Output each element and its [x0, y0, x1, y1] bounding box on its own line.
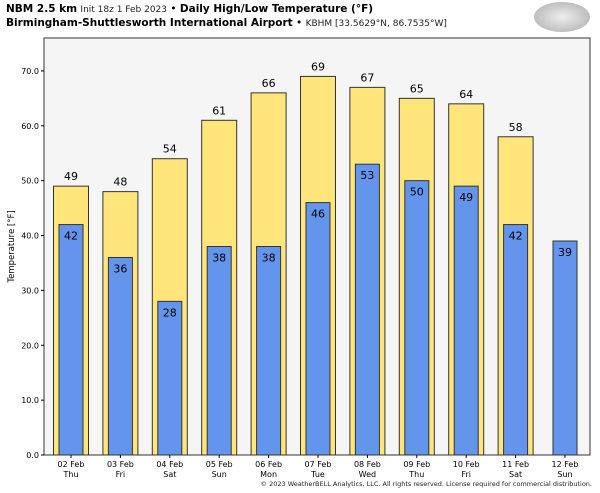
x-tick-weekday: Sun: [557, 470, 572, 479]
y-axis-label: Temperature [°F]: [7, 210, 17, 283]
low-temp-label: 49: [459, 191, 473, 204]
low-temp-label: 36: [113, 262, 127, 275]
copyright-text: © 2023 WeatherBELL Analytics, LLC. All r…: [260, 480, 592, 488]
x-tick-label: 04 Feb: [156, 460, 183, 469]
low-temp-bar: [58, 224, 84, 456]
low-temp-bar: [157, 300, 183, 456]
low-temp-bar: [206, 246, 232, 456]
model-name: NBM 2.5 km: [6, 3, 78, 15]
station-info: KBHM [33.5629°N, 86.7535°W]: [305, 19, 447, 29]
x-tick-label: 09 Feb: [403, 460, 430, 469]
station-name: Birmingham-Shuttlesworth International A…: [6, 17, 293, 29]
x-tick-label: 02 Feb: [58, 460, 85, 469]
high-temp-label: 48: [113, 176, 127, 189]
high-temp-label: 49: [64, 170, 78, 183]
low-temp-bar: [256, 246, 282, 456]
low-temp-bar: [503, 224, 529, 456]
low-temp-bar: [354, 163, 380, 456]
high-temp-label: 54: [163, 143, 177, 156]
init-time: Init 18z 1 Feb 2023: [80, 5, 167, 15]
high-temp-label: 66: [262, 77, 276, 90]
y-tick-label: 20.0: [21, 341, 39, 350]
low-temp-label: 39: [558, 246, 572, 259]
x-tick-weekday: Fri: [461, 470, 471, 479]
high-temp-label: 58: [509, 121, 523, 134]
low-temp-label: 42: [64, 230, 78, 243]
x-tick-weekday: Sun: [212, 470, 227, 479]
low-temp-label: 38: [212, 252, 226, 265]
low-temp-label: 42: [509, 230, 523, 243]
x-tick-label: 08 Feb: [354, 460, 381, 469]
y-tick-label: 30.0: [21, 286, 39, 295]
separator: •: [170, 3, 177, 15]
x-tick-weekday: Fri: [116, 470, 126, 479]
x-tick-weekday: Sat: [163, 470, 176, 479]
x-tick-weekday: Sat: [509, 470, 522, 479]
low-temp-bar: [552, 240, 578, 456]
x-tick-weekday: Thu: [62, 470, 78, 479]
low-temp-bar: [107, 256, 133, 456]
low-temp-label: 28: [163, 306, 177, 319]
x-tick-weekday: Mon: [260, 470, 277, 479]
y-tick-label: 50.0: [21, 177, 39, 186]
separator: •: [296, 17, 303, 29]
high-temp-label: 64: [459, 88, 473, 101]
x-tick-label: 05 Feb: [206, 460, 233, 469]
low-temp-label: 50: [410, 186, 424, 199]
y-tick-label: 40.0: [21, 232, 39, 241]
low-temp-label: 46: [311, 208, 325, 221]
x-tick-label: 10 Feb: [453, 460, 480, 469]
title-line-2: Birmingham-Shuttlesworth International A…: [6, 17, 447, 29]
y-tick-label: 10.0: [21, 396, 39, 405]
low-temp-bar: [453, 185, 479, 456]
y-tick-label: 70.0: [21, 67, 39, 76]
x-tick-label: 07 Feb: [305, 460, 332, 469]
y-tick-label: 60.0: [21, 122, 39, 131]
title-line-1: NBM 2.5 km Init 18z 1 Feb 2023 • Daily H…: [6, 3, 373, 15]
low-temp-bar: [404, 180, 430, 456]
x-tick-weekday: Thu: [408, 470, 424, 479]
high-temp-label: 67: [360, 71, 374, 84]
x-tick-label: 11 Feb: [502, 460, 529, 469]
low-temp-label: 53: [360, 169, 374, 182]
x-tick-weekday: Wed: [359, 470, 376, 479]
chart-title: Daily High/Low Temperature (°F): [179, 3, 374, 15]
high-temp-label: 65: [410, 82, 424, 95]
x-tick-label: 03 Feb: [107, 460, 134, 469]
y-tick-label: 0.0: [26, 451, 39, 460]
x-tick-weekday: Tue: [310, 470, 325, 479]
high-temp-label: 69: [311, 60, 325, 73]
high-temp-label: 61: [212, 104, 226, 117]
low-temp-bar: [305, 202, 331, 456]
x-tick-label: 12 Feb: [552, 460, 579, 469]
low-temp-label: 38: [262, 252, 276, 265]
x-tick-label: 06 Feb: [255, 460, 282, 469]
weatherbell-logo: [534, 2, 590, 32]
